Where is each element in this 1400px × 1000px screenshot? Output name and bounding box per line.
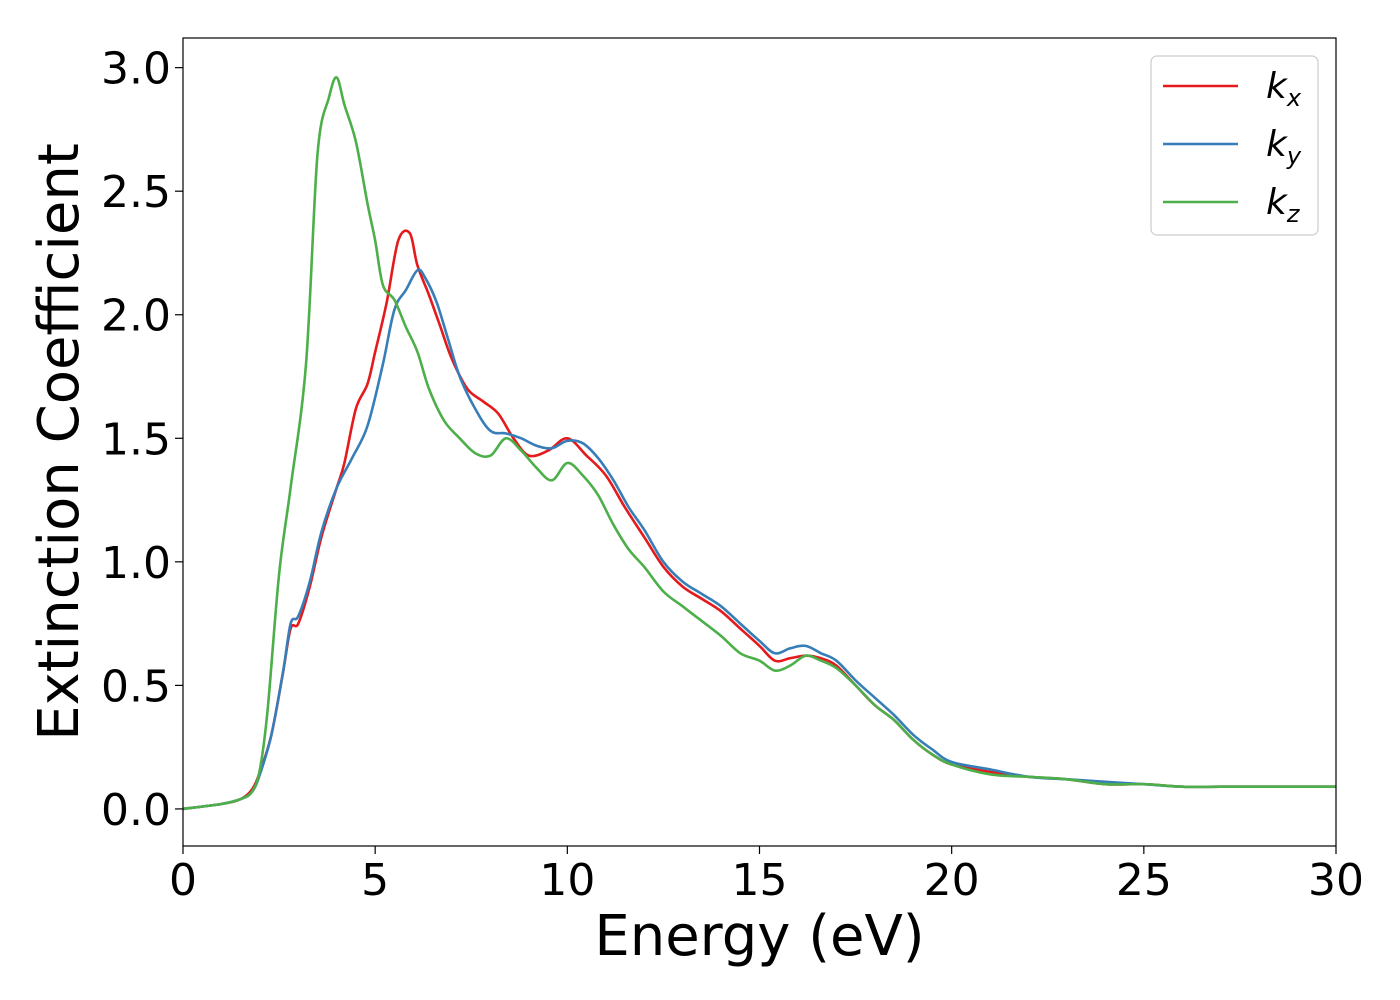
y-tick-label: 2.5: [101, 167, 171, 218]
x-tick-label: 30: [1308, 855, 1364, 906]
y-tick-label: 0.0: [101, 785, 171, 836]
y-tick-label: 0.5: [101, 661, 171, 712]
x-tick-label: 15: [732, 855, 788, 906]
series-line-x: [183, 229, 1336, 811]
x-tick-label: 0: [169, 855, 197, 906]
series-line-z: [183, 76, 1336, 811]
y-tick-label: 3.0: [101, 44, 171, 95]
y-axis-ticks: 0.0 0.5 1.0 1.5 2.0 2.5 3.0: [101, 44, 183, 836]
y-tick-label: 2.0: [101, 291, 171, 342]
legend-box: [1150, 55, 1319, 236]
y-axis-label: Extinction Coefficient: [27, 143, 92, 741]
x-axis-label: Energy (eV): [594, 904, 924, 969]
y-tick-label: 1.0: [101, 538, 171, 589]
series-line-y: [183, 268, 1336, 811]
y-tick-label: 1.5: [101, 414, 171, 465]
x-tick-label: 25: [1116, 855, 1172, 906]
legend: kx ky kz: [1150, 55, 1319, 236]
legend-label-x: kx: [1266, 66, 1302, 112]
series-lines: [183, 76, 1336, 811]
legend-label-y: ky: [1266, 124, 1302, 170]
legend-label-z: kz: [1266, 182, 1301, 228]
x-tick-label: 5: [361, 855, 389, 906]
x-tick-label: 20: [924, 855, 980, 906]
x-axis-ticks: 0 5 10 15 20 25 30: [169, 846, 1364, 906]
x-tick-label: 10: [539, 855, 595, 906]
